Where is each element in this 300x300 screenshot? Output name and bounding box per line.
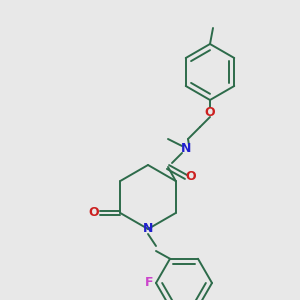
Text: O: O (88, 206, 99, 220)
Text: N: N (143, 223, 153, 236)
Text: N: N (181, 142, 191, 155)
Text: F: F (145, 277, 153, 290)
Text: O: O (186, 170, 196, 184)
Text: O: O (205, 106, 215, 118)
